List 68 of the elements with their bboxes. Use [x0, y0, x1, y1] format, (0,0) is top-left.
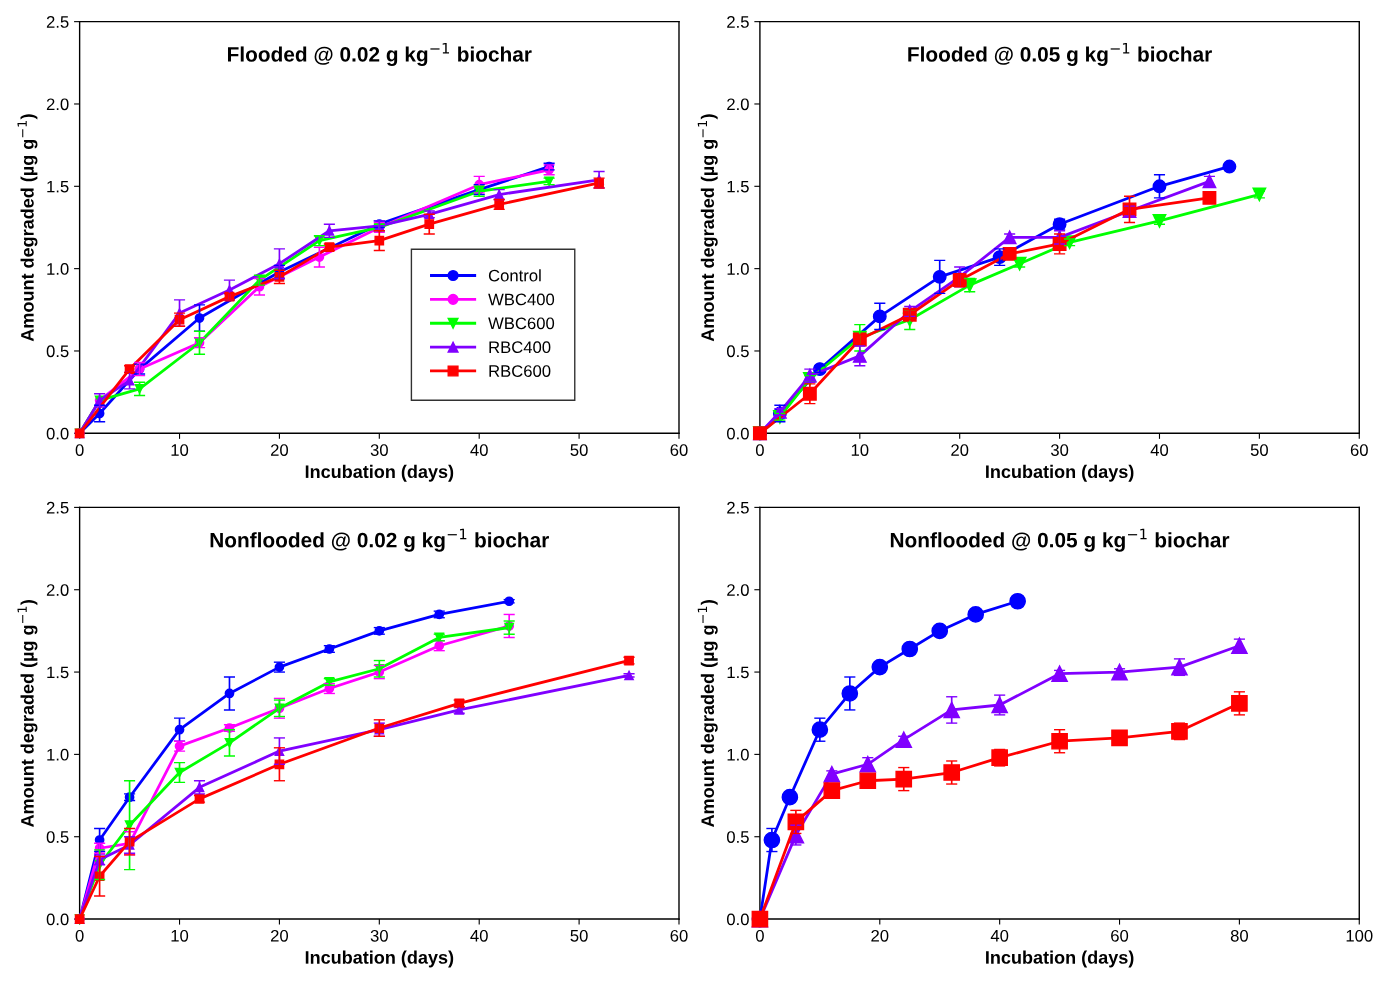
x-tick-label: 80	[1230, 929, 1249, 942]
x-tick-label: 30	[370, 929, 388, 942]
x-tick-label: 60	[1111, 929, 1129, 942]
x-tick-label: 20	[270, 444, 289, 456]
y-tick-label: 2.0	[46, 98, 69, 111]
x-tick-label: 50	[1250, 444, 1268, 456]
y-axis-title: Amount degraded (µg g$^{−1}$)	[697, 114, 718, 342]
x-tick-label: 30	[1050, 444, 1069, 456]
x-tick-label: 50	[570, 929, 588, 942]
legend-label: WBC400	[488, 293, 555, 306]
y-tick-label: 2.5	[727, 501, 749, 514]
y-tick-label: 2.5	[46, 16, 69, 28]
x-tick-label: 0	[75, 929, 84, 942]
y-axis-title: Amount degraded (µg g$^{−1}$)	[697, 600, 718, 827]
y-tick-label: 1.5	[727, 666, 749, 679]
x-tick-label: 20	[270, 929, 289, 942]
x-tick-label: 0	[755, 929, 764, 942]
y-tick-label: 2.5	[727, 16, 749, 28]
y-tick-label: 1.0	[727, 748, 749, 761]
x-axis-title: Incubation (days)	[305, 464, 454, 482]
x-tick-label: 50	[570, 444, 588, 456]
y-tick-label: 2.5	[46, 501, 69, 514]
x-tick-label: 100	[1346, 929, 1373, 942]
legend-label: WBC600	[488, 317, 555, 330]
y-tick-label: 1.5	[47, 666, 69, 679]
x-tick-label: 0	[75, 444, 84, 456]
legend-label: RBC600	[489, 365, 551, 377]
x-tick-label: 10	[851, 444, 869, 456]
x-tick-label: 60	[670, 444, 688, 456]
x-tick-label: 30	[370, 444, 388, 456]
y-tick-label: 0.0	[46, 913, 69, 926]
legend-label: Control	[488, 269, 541, 282]
y-tick-label: 0.0	[46, 427, 69, 440]
x-axis-title: Incubation (days)	[986, 464, 1134, 482]
x-tick-label: 20	[951, 444, 969, 456]
x-axis-title: Incubation (days)	[986, 950, 1134, 968]
x-tick-label: 10	[171, 929, 189, 942]
x-tick-label: 0	[755, 444, 764, 456]
y-tick-label: 0.5	[46, 831, 69, 843]
x-axis-title: Incubation (days)	[305, 950, 454, 968]
text: Nonflooded @ 0.05 g kg$^{−1}$ biochar	[890, 528, 1230, 552]
text: Nonflooded @ 0.02 g kg$^{−1}$ biochar	[210, 528, 549, 552]
x-tick-label: 10	[171, 444, 189, 456]
y-tick-label: 2.0	[46, 584, 69, 596]
y-tick-label: 0.5	[46, 345, 69, 358]
y-tick-label: 2.0	[727, 98, 749, 111]
x-tick-label: 40	[470, 444, 488, 456]
x-tick-label: 40	[990, 929, 1009, 942]
x-tick-label: 40	[470, 929, 488, 942]
y-axis-title: Amount degraded (µg g$^{−1}$)	[17, 600, 38, 827]
x-tick-label: 40	[1150, 444, 1169, 456]
y-tick-label: 1.0	[47, 748, 69, 761]
y-tick-label: 1.0	[47, 263, 69, 275]
y-tick-label: 0.0	[726, 913, 749, 926]
y-tick-label: 1.5	[47, 180, 69, 193]
legend-label: RBC400	[489, 341, 551, 354]
y-tick-label: 0.5	[726, 345, 749, 358]
y-axis-title: Amount degraded (µg g$^{−1}$)	[17, 114, 38, 342]
x-tick-label: 60	[1350, 444, 1368, 456]
x-tick-label: 60	[670, 929, 688, 942]
y-tick-label: 1.0	[727, 263, 749, 275]
text: Flooded @ 0.05 g kg$^{−1}$ biochar	[908, 42, 1212, 66]
text: Flooded @ 0.02 g kg$^{−1}$ biochar	[228, 42, 532, 66]
x-tick-label: 20	[871, 929, 889, 942]
y-tick-label: 0.0	[726, 427, 749, 440]
y-tick-label: 1.5	[727, 180, 749, 193]
y-tick-label: 2.0	[727, 584, 749, 596]
y-tick-label: 0.5	[726, 831, 749, 843]
